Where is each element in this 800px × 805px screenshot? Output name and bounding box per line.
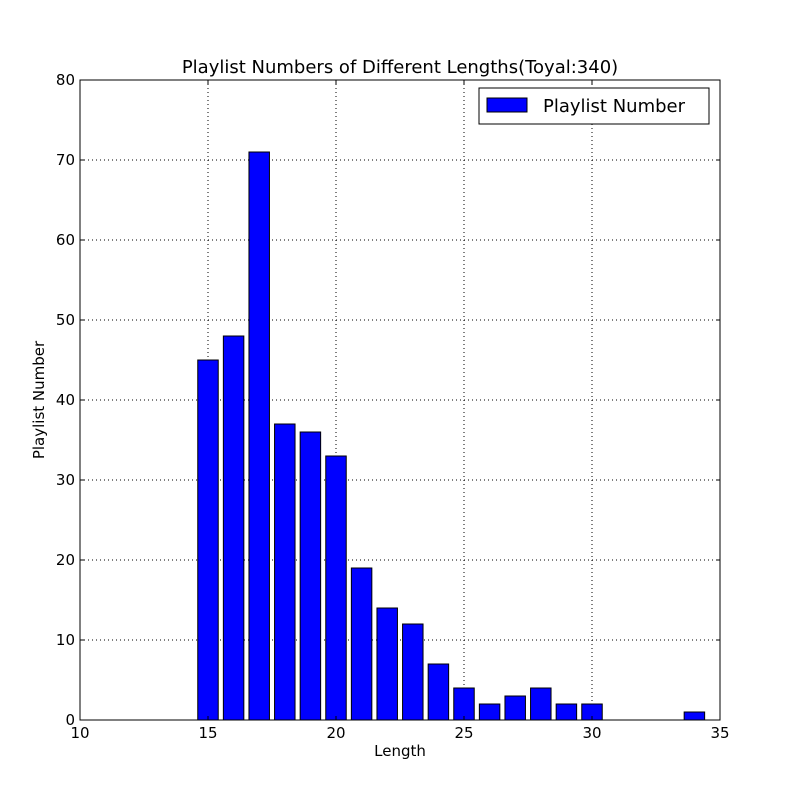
x-tick-label: 30 [582,724,601,742]
bar [376,607,398,721]
y-tick-label: 20 [56,551,75,569]
bar [478,703,501,721]
bar [402,623,424,721]
legend-swatch [486,97,528,113]
bar [427,663,450,721]
bar [530,687,552,721]
bar [248,151,270,721]
y-tick-label: 70 [56,151,75,169]
bar [453,687,475,721]
legend-label: Playlist Number [543,96,686,117]
y-tick-label: 40 [56,391,75,409]
bar [274,423,296,721]
y-tick-label: 80 [56,71,75,89]
y-tick-label: 30 [56,471,75,489]
x-tick-label: 10 [70,724,89,742]
y-axis-label: Playlist Number [30,340,48,459]
bar [197,359,219,721]
bar [683,711,706,721]
x-tick-label: 15 [198,724,217,742]
y-tick-label: 60 [56,231,75,249]
ticks [80,80,720,720]
y-tick-label: 50 [56,311,75,329]
y-tick-label: 0 [65,711,75,729]
x-tick-label: 35 [710,724,729,742]
x-tick-label: 20 [326,724,345,742]
x-axis-label: Length [374,742,426,760]
bar [555,703,578,721]
bar [222,335,245,721]
bar [504,695,526,721]
x-tick-label: 25 [454,724,473,742]
legend: Playlist Number [478,87,710,125]
bar [325,455,347,721]
chart-title: Playlist Numbers of Different Lengths(To… [182,57,618,78]
bar [350,567,373,721]
y-tick-label: 10 [56,631,75,649]
bar [299,431,322,721]
